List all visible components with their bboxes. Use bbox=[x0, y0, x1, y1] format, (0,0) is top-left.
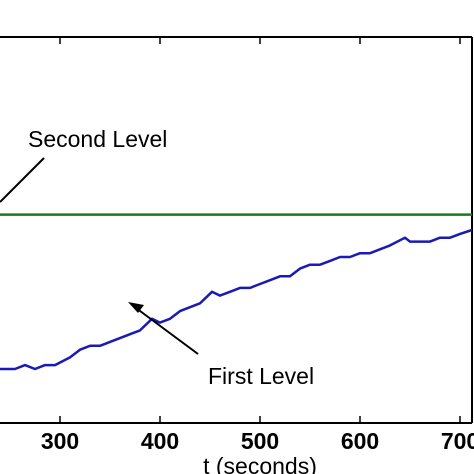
x-tick-label-700: 700 bbox=[441, 428, 474, 454]
annotation-first-level: First Level bbox=[208, 363, 314, 389]
series-line-first-level bbox=[0, 228, 473, 371]
x-tick-label-500: 500 bbox=[241, 428, 279, 454]
x-tick-label-600: 600 bbox=[341, 428, 379, 454]
annotation-arrow-first-level bbox=[135, 307, 199, 355]
x-tick-label-400: 400 bbox=[141, 428, 179, 454]
annotation-arrow-second-level bbox=[0, 157, 45, 203]
annotation-arrowhead-first-level bbox=[128, 302, 144, 313]
x-axis-ticks bbox=[59, 37, 461, 423]
series-group bbox=[0, 213, 473, 371]
x-axis-label: t (seconds) bbox=[203, 453, 317, 474]
annotation-second-level: Second Level bbox=[28, 126, 167, 152]
x-tick-label-300: 300 bbox=[41, 428, 79, 454]
